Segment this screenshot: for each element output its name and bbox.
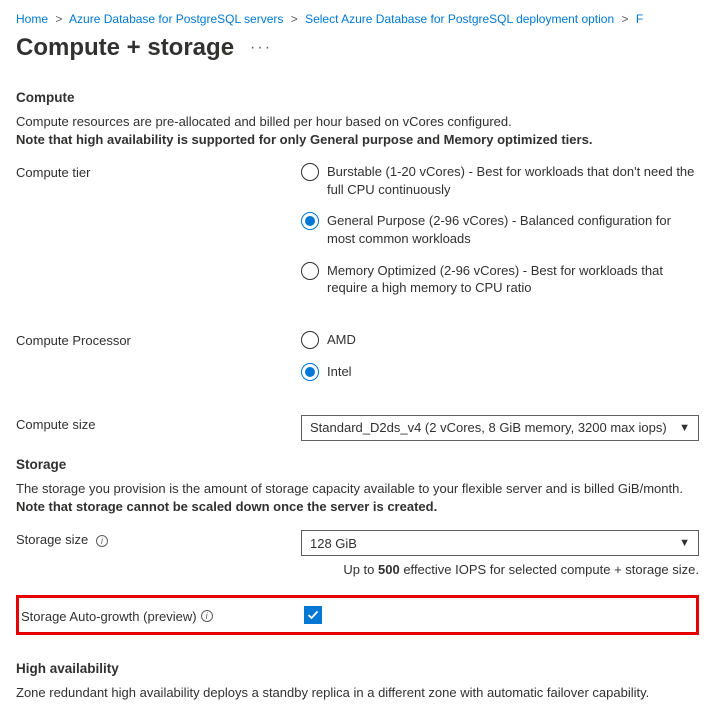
- storage-size-dropdown[interactable]: 128 GiB ▼: [301, 530, 699, 556]
- page-title-text: Compute + storage: [16, 34, 234, 62]
- iops-prefix: Up to: [343, 562, 378, 577]
- more-actions-icon[interactable]: ···: [250, 39, 272, 57]
- storage-size-label-text: Storage size: [16, 532, 88, 547]
- storage-size-value: 128 GiB: [310, 536, 357, 551]
- chevron-down-icon: ▼: [679, 537, 690, 549]
- compute-tier-label: Compute tier: [16, 163, 301, 180]
- info-icon[interactable]: i: [96, 535, 108, 547]
- chevron-down-icon: ▼: [679, 422, 690, 434]
- radio-checked-icon: [301, 212, 319, 230]
- compute-tier-option-general[interactable]: General Purpose (2-96 vCores) - Balanced…: [301, 212, 699, 247]
- compute-processor-option-intel[interactable]: Intel: [301, 363, 699, 381]
- radio-checked-icon: [301, 363, 319, 381]
- storage-note-line1: The storage you provision is the amount …: [16, 481, 683, 496]
- ha-section-header: High availability: [16, 661, 699, 676]
- storage-iops-note: Up to 500 effective IOPS for selected co…: [16, 562, 699, 577]
- breadcrumb-deploy[interactable]: Select Azure Database for PostgreSQL dep…: [305, 12, 614, 26]
- compute-section-note: Compute resources are pre-allocated and …: [16, 113, 699, 149]
- page-title: Compute + storage ···: [16, 34, 699, 62]
- compute-processor-intel-label: Intel: [327, 363, 352, 381]
- compute-tier-memory-label: Memory Optimized (2-96 vCores) - Best fo…: [327, 262, 699, 297]
- compute-tier-option-memory[interactable]: Memory Optimized (2-96 vCores) - Best fo…: [301, 262, 699, 297]
- breadcrumb: Home > Azure Database for PostgreSQL ser…: [16, 12, 699, 26]
- storage-section-header: Storage: [16, 457, 699, 472]
- storage-size-label: Storage size i: [16, 530, 301, 547]
- storage-autogrow-checkbox[interactable]: [304, 606, 322, 624]
- compute-tier-general-label: General Purpose (2-96 vCores) - Balanced…: [327, 212, 699, 247]
- storage-autogrow-label: Storage Auto-growth (preview) i: [19, 598, 304, 632]
- storage-autogrow-label-text: Storage Auto-growth (preview): [21, 609, 197, 624]
- compute-size-dropdown[interactable]: Standard_D2ds_v4 (2 vCores, 8 GiB memory…: [301, 415, 699, 441]
- storage-autogrow-highlight: Storage Auto-growth (preview) i: [16, 595, 699, 635]
- radio-icon: [301, 331, 319, 349]
- compute-tier-option-burstable[interactable]: Burstable (1-20 vCores) - Best for workl…: [301, 163, 699, 198]
- compute-tier-burstable-label: Burstable (1-20 vCores) - Best for workl…: [327, 163, 699, 198]
- chevron-right-icon: >: [291, 12, 298, 26]
- breadcrumb-servers[interactable]: Azure Database for PostgreSQL servers: [69, 12, 283, 26]
- chevron-right-icon: >: [622, 12, 629, 26]
- compute-processor-amd-label: AMD: [327, 331, 356, 349]
- compute-size-label: Compute size: [16, 415, 301, 432]
- iops-suffix: effective IOPS for selected compute + st…: [400, 562, 699, 577]
- compute-processor-label: Compute Processor: [16, 331, 301, 348]
- compute-size-value: Standard_D2ds_v4 (2 vCores, 8 GiB memory…: [310, 420, 667, 435]
- ha-section-note: Zone redundant high availability deploys…: [16, 684, 699, 702]
- iops-value: 500: [378, 562, 400, 577]
- storage-section-note: The storage you provision is the amount …: [16, 480, 699, 516]
- compute-note-line2: Note that high availability is supported…: [16, 132, 592, 147]
- radio-icon: [301, 262, 319, 280]
- radio-icon: [301, 163, 319, 181]
- compute-note-line1: Compute resources are pre-allocated and …: [16, 114, 512, 129]
- compute-section-header: Compute: [16, 90, 699, 105]
- info-icon[interactable]: i: [201, 610, 213, 622]
- storage-note-line2: Note that storage cannot be scaled down …: [16, 499, 437, 514]
- breadcrumb-trail[interactable]: F: [636, 12, 643, 26]
- compute-processor-option-amd[interactable]: AMD: [301, 331, 699, 349]
- breadcrumb-home[interactable]: Home: [16, 12, 48, 26]
- chevron-right-icon: >: [55, 12, 62, 26]
- check-icon: [307, 609, 319, 621]
